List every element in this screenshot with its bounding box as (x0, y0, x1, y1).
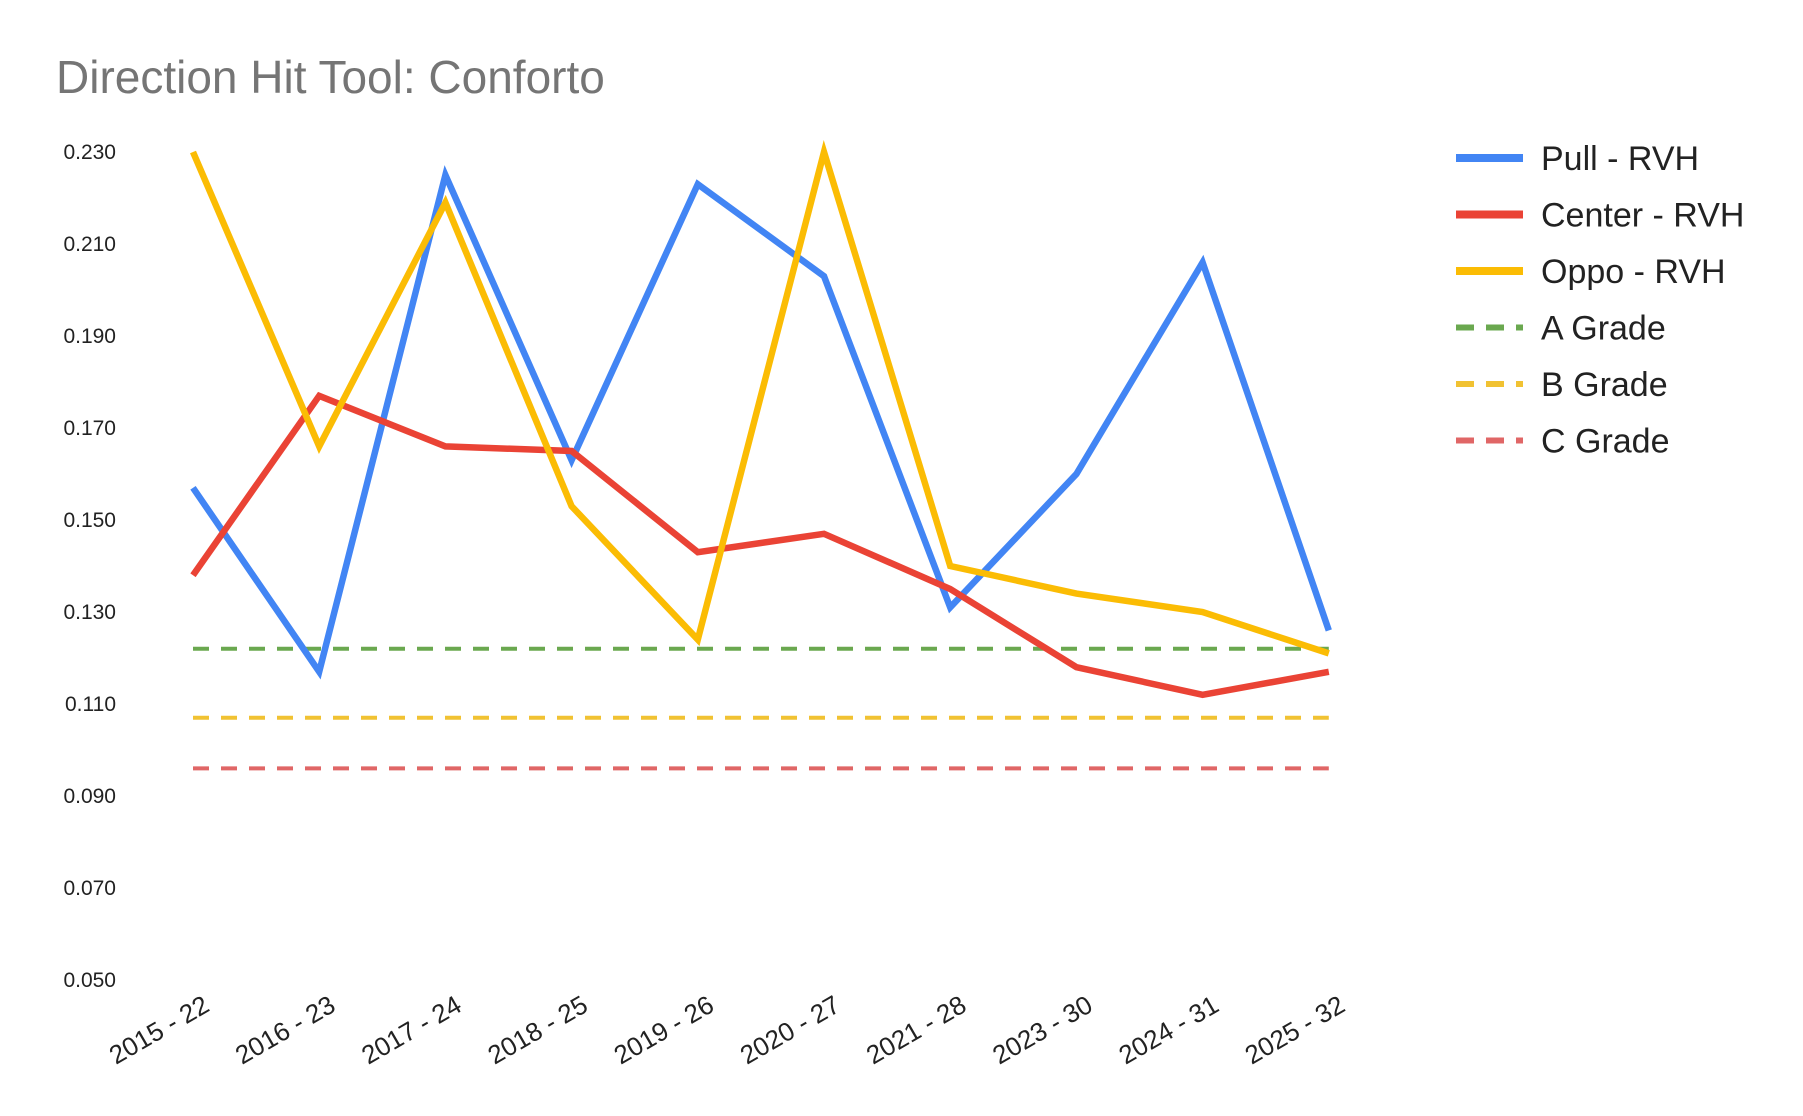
x-tick-label: 2017 - 24 (356, 989, 466, 1070)
x-tick-label: 2021 - 28 (861, 989, 971, 1070)
x-tick-label: 2025 - 32 (1240, 989, 1350, 1070)
x-tick-label: 2016 - 23 (230, 989, 340, 1070)
x-tick-label: 2024 - 31 (1113, 989, 1223, 1070)
legend-item-c-grade: C Grade (1456, 423, 1670, 461)
legend-item-b-grade: B Grade (1456, 366, 1668, 404)
legend-label: Pull - RVH (1541, 140, 1699, 178)
legend-item-oppo-rvh: Oppo - RVH (1456, 253, 1726, 291)
chart-title: Direction Hit Tool: Conforto (56, 51, 605, 103)
x-tick-label: 2018 - 25 (482, 989, 592, 1070)
y-tick-label: 0.110 (65, 693, 116, 716)
x-tick-label: 2023 - 30 (987, 989, 1097, 1070)
y-tick-label: 0.230 (63, 141, 116, 164)
y-tick-label: 0.170 (63, 417, 116, 440)
legend: Pull - RVH Center - RVH Oppo - RVH A Grade B… (1456, 140, 1744, 461)
legend-label: A Grade (1541, 310, 1666, 348)
legend-item-pull-rvh: Pull - RVH (1456, 140, 1699, 178)
legend-label: Oppo - RVH (1541, 253, 1726, 291)
y-tick-label: 0.210 (63, 233, 116, 256)
y-tick-label: 0.050 (63, 969, 116, 992)
series-line-center-rvh (190, 391, 1330, 699)
legend-label: B Grade (1541, 366, 1668, 404)
legend-label: Center - RVH (1541, 197, 1744, 235)
legend-label: C Grade (1541, 423, 1670, 461)
legend-item-center-rvh: Center - RVH (1456, 197, 1744, 235)
x-tick-label: 2015 - 22 (104, 989, 214, 1070)
x-tick-label: 2020 - 27 (735, 989, 845, 1070)
series-line-pull-rvh (190, 165, 1332, 680)
x-axis: 2015 - 22 2016 - 23 2017 - 24 2018 - 25 2019… (104, 989, 1350, 1070)
y-tick-label: 0.090 (63, 785, 116, 808)
legend-item-a-grade: A Grade (1456, 310, 1666, 348)
y-tick-label: 0.190 (63, 325, 116, 348)
series-line-oppo-rvh (190, 140, 1330, 657)
x-tick-label: 2019 - 26 (609, 989, 719, 1070)
y-tick-label: 0.150 (63, 509, 116, 532)
y-tick-label: 0.130 (63, 601, 116, 624)
plot-area (190, 140, 1332, 771)
y-tick-label: 0.070 (63, 877, 116, 900)
y-axis: 0.050 0.070 0.090 0.110 0.130 0.150 0.170 0.190… (63, 141, 116, 992)
